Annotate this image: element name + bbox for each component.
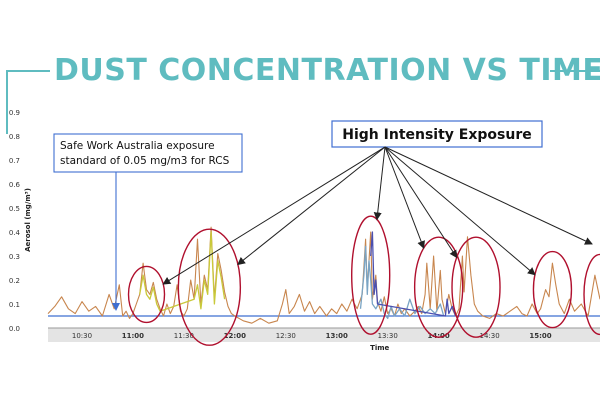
y-tick-label: 0.1 [9,301,20,309]
y-tick-label: 0.9 [9,109,20,117]
data-series-line [47,226,600,324]
data-series-line [139,231,226,312]
x-tick-label: 10:30 [72,332,92,340]
callout-arrow [384,146,593,245]
exposure-standard-callout-box [53,133,243,173]
y-tick-label: 0.6 [9,181,21,189]
x-tick-label: 14:00 [427,332,449,340]
data-series-line [370,231,457,317]
high-intensity-highlight [351,215,391,335]
high-intensity-highlight [451,236,501,338]
x-axis-band [48,328,600,342]
callout-arrow [373,146,386,221]
y-tick-label: 0.3 [9,253,20,261]
high-intensity-callout-box [331,120,543,148]
x-axis-label: Time [370,344,389,352]
x-tick-label: 12:00 [224,332,246,340]
callout-arrow [384,146,458,259]
y-tick-label: 0.5 [9,205,20,213]
callout-arrow [384,146,536,276]
high-intensity-highlight [177,228,242,346]
x-tick-label: 11:30 [174,332,194,340]
x-tick-label: 13:30 [378,332,398,340]
x-tick-label: 12:30 [276,332,296,340]
frame-top-right-border [550,70,600,72]
y-axis-label: Aerosol (mg/m³) [24,188,32,252]
page-title: DUST CONCENTRATION VS TIME [54,53,600,88]
y-tick-label: 0.0 [9,325,20,333]
high-intensity-callout-text: High Intensity Exposure [342,127,531,143]
exposure-standard-callout-text: Safe Work Australia exposure [60,140,215,152]
x-tick-label: 14:30 [480,332,500,340]
high-intensity-highlight [532,250,573,329]
high-intensity-highlight [583,253,600,336]
y-tick-label: 0.4 [9,229,21,237]
y-tick-label: 0.2 [9,277,20,285]
x-tick-label: 15:00 [529,332,551,340]
y-tick-label: 0.8 [9,133,20,141]
callout-arrow [237,146,386,266]
callout-arrow [162,146,386,285]
high-intensity-highlight [413,236,464,338]
high-intensity-highlight [127,265,166,324]
x-tick-label: 11:00 [122,332,144,340]
exposure-standard-callout-text: standard of 0.05 mg/m3 for RCS [60,155,230,167]
frame-left-border [6,70,8,134]
x-tick-label: 13:00 [326,332,348,340]
y-tick-label: 0.7 [9,157,20,165]
callout-arrow [384,146,425,250]
frame-top-left-border [6,70,50,72]
